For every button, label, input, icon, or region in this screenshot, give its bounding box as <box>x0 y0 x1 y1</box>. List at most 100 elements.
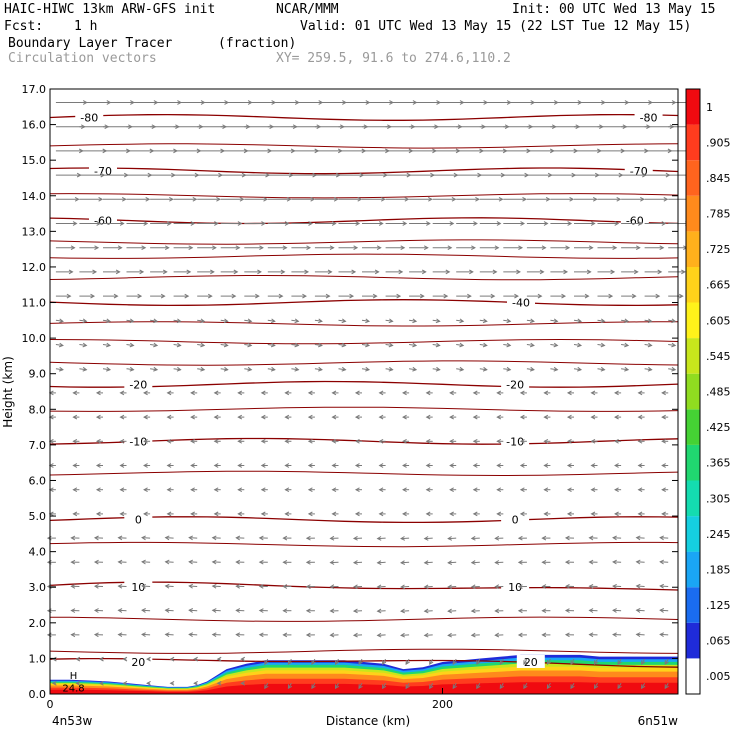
vector-head <box>284 414 290 420</box>
vector-head <box>141 608 146 613</box>
vector-head <box>494 608 500 614</box>
isotherm--10 <box>49 437 679 445</box>
vector-head <box>590 221 596 226</box>
vector-head <box>546 684 552 690</box>
vector-head <box>270 366 276 372</box>
contour-label-bg <box>124 377 153 391</box>
vector-head <box>354 487 360 493</box>
vector-head <box>260 487 266 493</box>
vector-head <box>260 511 266 517</box>
vector-head <box>240 680 246 686</box>
contour-label--20-1: -20 <box>506 378 524 391</box>
vector-head <box>117 245 123 251</box>
vector-head <box>352 535 358 541</box>
vector-head <box>617 660 622 665</box>
vector-head <box>472 414 478 420</box>
contour-label-bg <box>507 295 535 309</box>
vector <box>79 344 87 346</box>
vector-head <box>122 656 128 662</box>
vector-head <box>258 535 264 541</box>
vector-head <box>423 560 429 565</box>
vector-head <box>72 463 78 468</box>
vector-head <box>435 366 441 372</box>
contour-label-bg <box>501 512 530 526</box>
vector-head <box>425 390 431 396</box>
isotherm-10 <box>49 581 679 591</box>
vector <box>165 585 174 587</box>
vector-head <box>355 221 361 226</box>
vector-head <box>435 318 441 324</box>
colorbar-swatch-11 <box>686 266 700 303</box>
vector-head <box>310 196 316 202</box>
vector <box>660 537 669 539</box>
vector-head <box>661 511 666 517</box>
vector <box>79 319 87 322</box>
vector-head <box>341 318 347 324</box>
vector-head <box>286 196 292 202</box>
vector-head <box>614 438 619 444</box>
vector-head <box>231 293 237 299</box>
vector-head <box>659 245 665 251</box>
vector <box>401 537 410 540</box>
vector <box>409 319 417 322</box>
contour-label--20-0: -20 <box>129 378 147 391</box>
vector-head <box>119 487 125 493</box>
vector-head <box>214 221 219 226</box>
vector-head <box>378 463 384 468</box>
vector <box>150 344 158 346</box>
vector-head <box>260 463 266 468</box>
vector-head <box>353 245 359 251</box>
vector <box>401 634 410 636</box>
vector-head <box>237 221 243 226</box>
vector-head <box>447 560 453 565</box>
vector-head <box>357 196 363 202</box>
vector-head <box>213 438 219 444</box>
contour-label--60-1: -60 <box>626 215 644 228</box>
vector-head <box>233 269 239 275</box>
vector-head <box>553 318 559 324</box>
vector-head <box>207 293 213 299</box>
vector-head <box>311 684 316 690</box>
vector-head <box>302 293 307 299</box>
vector-head <box>200 366 206 372</box>
vector-head <box>566 487 572 493</box>
vector-head <box>635 245 641 251</box>
vector-head <box>566 414 572 420</box>
contour-label-bg <box>75 110 104 124</box>
vector-head <box>398 269 404 275</box>
vector <box>244 344 252 346</box>
vector <box>636 585 645 587</box>
vector-head <box>635 583 641 589</box>
vector-head <box>247 366 253 372</box>
vector-head <box>329 584 335 590</box>
vector-head <box>661 487 666 493</box>
vector-head <box>166 390 172 396</box>
vector <box>448 634 457 636</box>
vector-head <box>545 196 551 202</box>
vector <box>385 319 393 322</box>
vector-head <box>577 342 583 348</box>
vector-head <box>496 414 502 420</box>
vector <box>636 561 645 563</box>
vector-head <box>216 196 221 202</box>
vector <box>197 319 205 322</box>
vector-head <box>82 366 88 372</box>
vector-head <box>449 438 454 444</box>
vector <box>644 319 652 322</box>
vector-head <box>661 221 667 226</box>
vector-head <box>637 463 643 468</box>
vector-head <box>473 221 478 226</box>
isotherm--80 <box>49 113 679 121</box>
vector-head <box>425 414 431 420</box>
contour-label-10-0: 10 <box>131 581 145 594</box>
colorbar-label-16: 1 <box>706 101 713 114</box>
vector-head <box>129 318 135 324</box>
vector-head <box>402 221 408 226</box>
vector-head <box>143 438 148 444</box>
vector-head <box>543 390 549 396</box>
vector-head <box>588 245 594 251</box>
vector-head <box>139 269 145 275</box>
vector-head <box>280 269 286 275</box>
vector-head <box>308 221 314 226</box>
vector-head <box>614 221 620 226</box>
